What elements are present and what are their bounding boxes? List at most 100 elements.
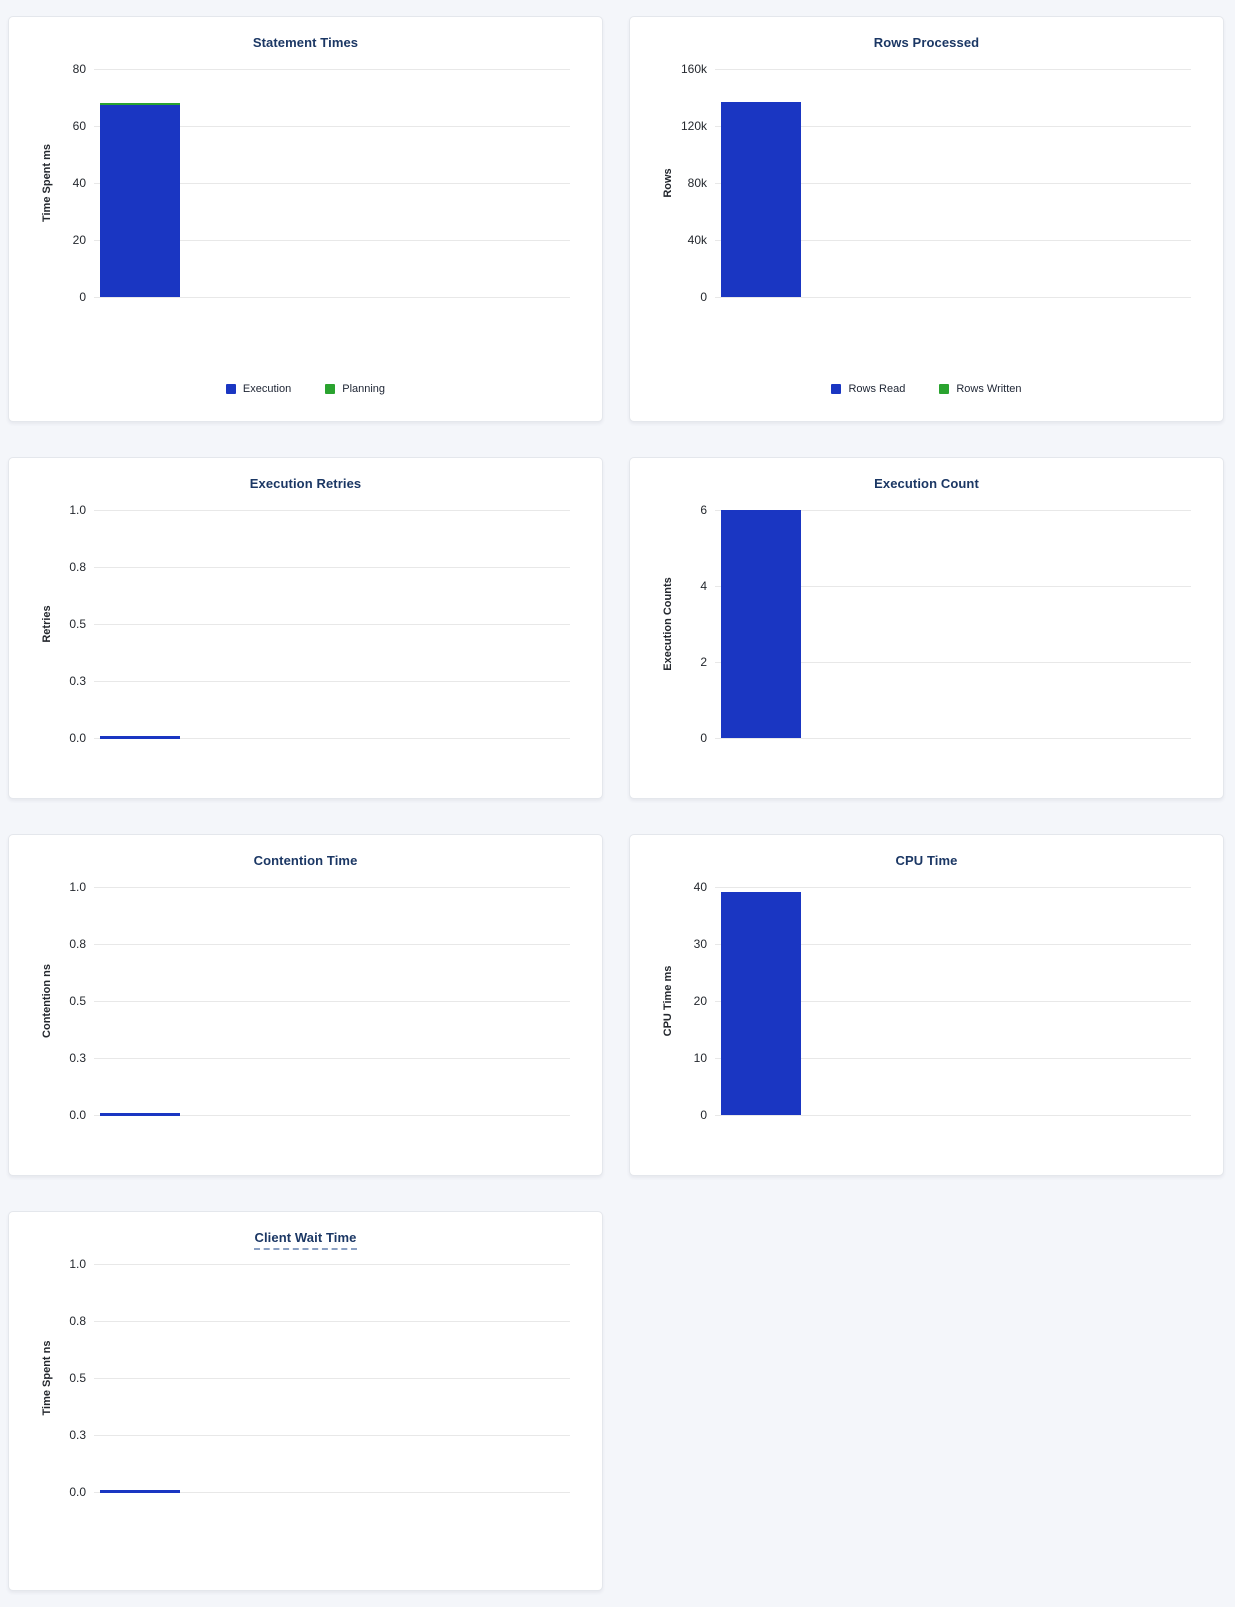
rows-processed-plot-area: 160k 120k 80k 40k 0 Rows — [630, 17, 1223, 421]
y-tick-label: 0.0 — [69, 1108, 86, 1122]
y-tick-label: 80 — [72, 62, 86, 76]
gridline — [94, 183, 570, 184]
chart-title-text: Rows Processed — [873, 35, 980, 50]
gridline — [715, 183, 1191, 184]
y-tick-label: 60 — [72, 119, 86, 133]
execution-retries-card: Execution Retries 1.0 0.8 0.5 0.3 0.0 Retries — [8, 457, 603, 799]
y-tick-label: 40 — [72, 176, 86, 190]
rows-processed-title: Rows Processed — [630, 35, 1223, 50]
client-wait-time-plot-area: 1.0 0.8 0.5 0.3 0.0 Time Spent ns — [9, 1212, 602, 1590]
y-tick-label: 40k — [687, 233, 707, 247]
chart-title-text: Execution Retries — [249, 476, 362, 491]
rows-processed-legend: Rows Read Rows Written — [630, 383, 1223, 395]
rows-read-bar-segment — [721, 101, 801, 297]
gridline — [94, 887, 570, 888]
gridline — [715, 1001, 1191, 1002]
y-tick-label: 0.8 — [69, 1314, 86, 1328]
chart-title-text: Statement Times — [252, 35, 359, 50]
gridline — [715, 662, 1191, 663]
legend-swatch — [831, 384, 842, 394]
y-axis-label: Time Spent ms — [41, 143, 53, 223]
gridline — [94, 1001, 570, 1002]
y-tick-label: 0 — [79, 290, 86, 304]
gridline — [94, 297, 570, 298]
y-tick-label: 120k — [680, 119, 707, 133]
statement-times-title: Statement Times — [9, 35, 602, 50]
gridline — [94, 738, 570, 739]
execution-retries-plot-area: 1.0 0.8 0.5 0.3 0.0 Retries — [9, 458, 602, 798]
legend-label: Planning — [342, 383, 386, 395]
gridline — [715, 126, 1191, 127]
gridline — [94, 1115, 570, 1116]
y-axis-label: Execution Counts — [662, 577, 674, 671]
cpu-time-plot-area: 40 30 20 10 0 CPU Time ms — [630, 835, 1223, 1175]
contention-time-title: Contention Time — [9, 853, 602, 868]
y-tick-label: 10 — [693, 1051, 707, 1065]
charts-grid: Statement Times 80 60 40 20 0 Time Spent ms E… — [8, 16, 1224, 1591]
cpu-time-card: CPU Time 40 30 20 10 0 CPU Time ms — [629, 834, 1224, 1176]
y-tick-label: 0.8 — [69, 937, 86, 951]
zero-value-bar — [100, 1113, 180, 1116]
legend-label: Rows Read — [848, 383, 906, 395]
y-tick-label: 0.0 — [69, 731, 86, 745]
legend-item-rows-written: Rows Written — [939, 383, 1022, 395]
client-wait-time-title: Client Wait Time — [9, 1230, 602, 1250]
y-tick-label: 20 — [693, 994, 707, 1008]
y-tick-label: 80k — [687, 176, 707, 190]
client-wait-time-card: Client Wait Time 1.0 0.8 0.5 0.3 0.0 Time Spe… — [8, 1211, 603, 1591]
y-axis-label: Time Spent ns — [41, 1340, 53, 1416]
gridline — [94, 1321, 570, 1322]
y-tick-label: 0.3 — [69, 674, 86, 688]
gridline — [715, 297, 1191, 298]
y-tick-label: 0 — [700, 1108, 707, 1122]
execution-count-plot-area: 6 4 2 0 Execution Counts — [630, 458, 1223, 798]
contention-time-card: Contention Time 1.0 0.8 0.5 0.3 0.0 Contentio… — [8, 834, 603, 1176]
gridline — [94, 510, 570, 511]
zero-value-bar — [100, 736, 180, 739]
execution-count-title: Execution Count — [630, 476, 1223, 491]
zero-value-bar — [100, 1490, 180, 1493]
y-tick-label: 0.5 — [69, 1371, 86, 1385]
gridline — [715, 887, 1191, 888]
y-tick-label: 0 — [700, 290, 707, 304]
legend-label: Rows Written — [956, 383, 1022, 395]
gridline — [94, 944, 570, 945]
cpu-time-bar-segment — [721, 892, 801, 1115]
y-tick-label: 20 — [72, 233, 86, 247]
gridline — [94, 624, 570, 625]
chart-title-text: Contention Time — [253, 853, 358, 868]
gridline — [94, 126, 570, 127]
y-axis-label: CPU Time ms — [662, 965, 674, 1037]
gridline — [94, 681, 570, 682]
gridline — [715, 510, 1191, 511]
execution-retries-title: Execution Retries — [9, 476, 602, 491]
legend-item-execution: Execution — [225, 383, 292, 395]
chart-title-text: Execution Count — [874, 476, 979, 491]
cpu-time-title: CPU Time — [630, 853, 1223, 868]
y-tick-label: 1.0 — [69, 503, 86, 517]
y-tick-label: 0.3 — [69, 1428, 86, 1442]
legend-item-rows-read: Rows Read — [831, 383, 905, 395]
execution-bar-segment — [100, 104, 180, 297]
y-tick-label: 0.3 — [69, 1051, 86, 1065]
execution-count-card: Execution Count 6 4 2 0 Execution Counts — [629, 457, 1224, 799]
y-tick-label: 2 — [700, 655, 707, 669]
y-tick-label: 1.0 — [69, 1257, 86, 1271]
planning-bar-segment — [100, 102, 180, 105]
legend-label: Execution — [242, 383, 292, 395]
y-tick-label: 4 — [700, 579, 707, 593]
gridline — [715, 944, 1191, 945]
gridline — [715, 240, 1191, 241]
statement-times-card: Statement Times 80 60 40 20 0 Time Spent ms E… — [8, 16, 603, 422]
gridline — [94, 1058, 570, 1059]
y-tick-label: 160k — [680, 62, 707, 76]
legend-swatch — [225, 384, 236, 394]
y-tick-label: 30 — [693, 937, 707, 951]
contention-time-plot-area: 1.0 0.8 0.5 0.3 0.0 Contention ns — [9, 835, 602, 1175]
y-tick-label: 0 — [700, 731, 707, 745]
client-wait-time-tooltip-title[interactable]: Client Wait Time — [254, 1230, 357, 1250]
gridline — [715, 69, 1191, 70]
gridline — [715, 738, 1191, 739]
y-tick-label: 0.5 — [69, 617, 86, 631]
gridline — [94, 69, 570, 70]
